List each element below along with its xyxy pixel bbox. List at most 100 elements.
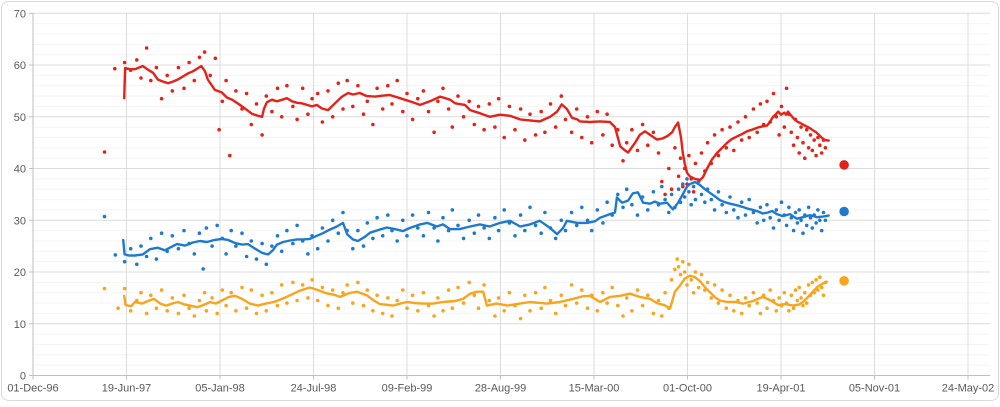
blue-poll-dot	[712, 208, 717, 212]
orange-poll-dot	[450, 306, 455, 311]
orange-poll-dot	[580, 288, 584, 292]
red-poll-dot	[502, 135, 507, 140]
red-poll-dot	[213, 56, 218, 61]
red-poll-dot	[192, 78, 197, 83]
red-poll-dot	[693, 161, 698, 166]
blue-poll-dot	[306, 252, 310, 256]
red-poll-dot	[234, 89, 238, 93]
orange-poll-dot	[390, 314, 394, 318]
blue-poll-dot	[341, 210, 345, 215]
red-poll-dot	[446, 107, 451, 111]
blue-poll-dot	[747, 197, 751, 202]
orange-poll-dot	[630, 309, 634, 313]
x-axis-tick-label: 28-Aug-99	[475, 383, 526, 395]
orange-poll-dot	[187, 306, 191, 311]
red-poll-dot	[559, 94, 564, 98]
orange-poll-dot	[264, 309, 269, 313]
orange-poll-dot	[446, 288, 451, 292]
red-poll-dot	[361, 112, 366, 116]
blue-poll-dot	[518, 213, 523, 217]
red-poll-dot	[667, 166, 671, 171]
orange-poll-dot	[585, 306, 590, 311]
blue-poll-dot	[784, 223, 789, 228]
blue-poll-dot	[667, 210, 671, 215]
blue-poll-dot	[787, 205, 791, 210]
orange-poll-dot	[682, 270, 687, 274]
orange-poll-dot	[687, 262, 691, 267]
red-poll-dot	[341, 107, 345, 111]
red-poll-dot	[249, 122, 254, 127]
orange-poll-dot	[416, 309, 420, 313]
red-poll-dot	[563, 117, 568, 122]
red-poll-dot	[743, 115, 748, 119]
blue-poll-dot	[279, 249, 284, 254]
red-poll-dot	[543, 130, 547, 135]
orange-poll-dot	[791, 306, 796, 311]
orange-poll-dot	[375, 293, 379, 298]
orange-poll-dot	[699, 272, 704, 277]
orange-poll-dot	[696, 285, 701, 290]
blue-poll-dot	[295, 223, 299, 228]
red-poll-dot	[816, 135, 820, 140]
red-poll-dot	[386, 83, 390, 88]
blue-poll-dot	[315, 246, 320, 251]
red-poll-dot	[791, 143, 796, 147]
axes	[29, 12, 990, 380]
orange-poll-dot	[814, 278, 818, 282]
red-poll-dot	[687, 153, 691, 158]
orange-poll-dot	[669, 278, 674, 282]
blue-poll-dot	[630, 202, 634, 207]
blue-poll-dot	[523, 228, 527, 233]
major-gridlines	[33, 12, 990, 325]
y-axis-tick-label: 30	[14, 215, 26, 227]
red-poll-dot	[507, 104, 512, 109]
blue-poll-dot	[743, 213, 748, 217]
orange-poll-dot	[563, 303, 568, 308]
blue-poll-dot	[456, 223, 460, 228]
red-poll-dot	[580, 135, 584, 140]
blue-poll-dot	[482, 226, 486, 230]
orange-poll-dot	[755, 301, 759, 305]
red-poll-dot	[461, 115, 466, 119]
orange-poll-dot	[487, 298, 492, 303]
blue-poll-dot	[528, 205, 532, 210]
red-poll-dot	[187, 60, 191, 65]
red-poll-dot	[635, 148, 640, 153]
orange-poll-dot	[410, 293, 415, 298]
orange-poll-dot	[154, 306, 159, 311]
orange-poll-dot	[371, 309, 375, 313]
blue-poll-dot	[182, 228, 186, 233]
red-poll-dot	[410, 117, 415, 122]
orange-poll-dot	[624, 296, 629, 300]
red-poll-dot	[585, 115, 590, 119]
blue-poll-dot	[215, 223, 219, 228]
red-poll-dot	[784, 86, 789, 91]
orange-poll-dot	[380, 311, 385, 316]
red-poll-dot	[553, 125, 558, 129]
y-axis-tick-label: 70	[14, 8, 26, 20]
red-poll-dot	[356, 83, 360, 88]
red-poll-dot	[739, 138, 744, 142]
blue-poll-dot	[601, 221, 605, 225]
blue-poll-dot	[621, 205, 625, 210]
red-poll-dot	[736, 120, 740, 124]
blue-poll-dot	[804, 223, 809, 228]
orange-poll-dot	[341, 290, 345, 295]
blue-poll-dot	[635, 213, 640, 217]
orange-poll-dot	[326, 303, 330, 308]
orange-poll-dot	[806, 283, 811, 287]
orange-poll-dot	[821, 293, 826, 298]
red-poll-dot	[814, 153, 818, 158]
blue-poll-dot	[401, 218, 405, 223]
red-poll-dot	[716, 153, 721, 158]
red-poll-dot	[330, 115, 335, 119]
blue-poll-dot	[365, 221, 370, 225]
orange-poll-dot	[675, 257, 679, 261]
blue-poll-dot	[264, 262, 269, 267]
orange-poll-dot	[676, 265, 681, 269]
red-poll-dot	[165, 73, 169, 78]
blue-poll-dot	[159, 231, 164, 235]
orange-poll-dot	[732, 309, 736, 313]
orange-poll-dot	[801, 303, 805, 308]
